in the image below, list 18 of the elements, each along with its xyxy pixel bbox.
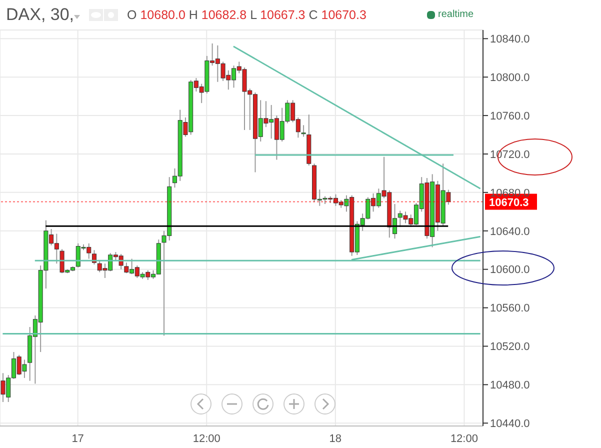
y-tick-label: 10680.0 [490,187,530,200]
y-tick-label: 10440.0 [490,418,530,430]
x-tick-label: 17 [72,432,84,445]
y-tick-label: 10560.0 [490,302,530,315]
x-tick-label: 12:00 [450,432,478,445]
text: realtime [438,9,474,20]
y-tick-label: 10600.0 [490,264,530,276]
chart-title: DAX, 30, [6,5,74,25]
x-tick-label: 18 [329,432,342,445]
y-tick-label: 10520.0 [490,341,530,354]
ref-line-label: 10670.3 [489,196,529,209]
y-tick-label: 10800.0 [490,72,530,84]
text: O 10680.0 H 10682.8 L 10667.3 C 10670.3 [127,8,366,22]
y-tick-label: 10480.0 [490,380,530,392]
y-tick-label: 10640.0 [490,226,530,238]
x-tick-label: 12:00 [192,432,220,445]
y-tick-label: 10760.0 [490,110,530,122]
y-tick-label: 10840.0 [490,34,530,46]
